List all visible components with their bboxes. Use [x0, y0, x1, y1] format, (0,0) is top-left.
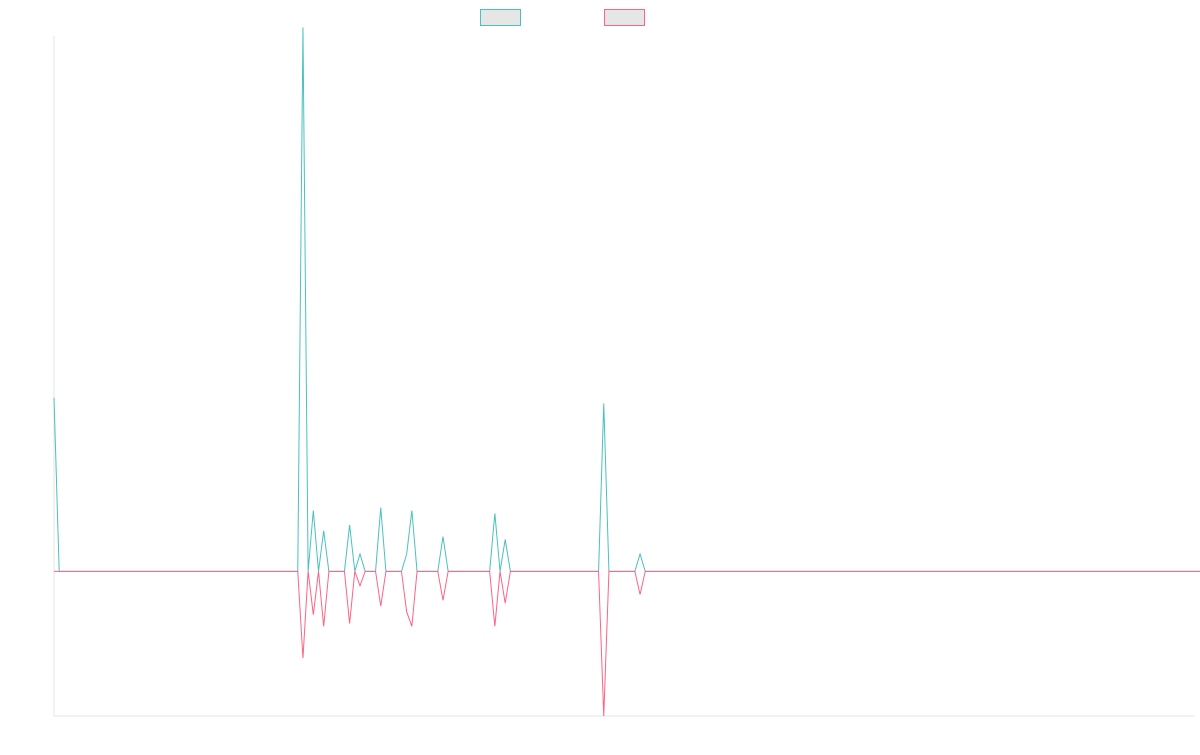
legend-swatch-1[interactable] [480, 9, 521, 26]
legend-swatch-2[interactable] [604, 9, 645, 26]
legend [480, 9, 645, 26]
axes [53, 36, 1195, 717]
series-line-1 [53, 27, 1200, 572]
series-line-2 [54, 570, 1200, 717]
series-layer [53, 27, 1200, 717]
